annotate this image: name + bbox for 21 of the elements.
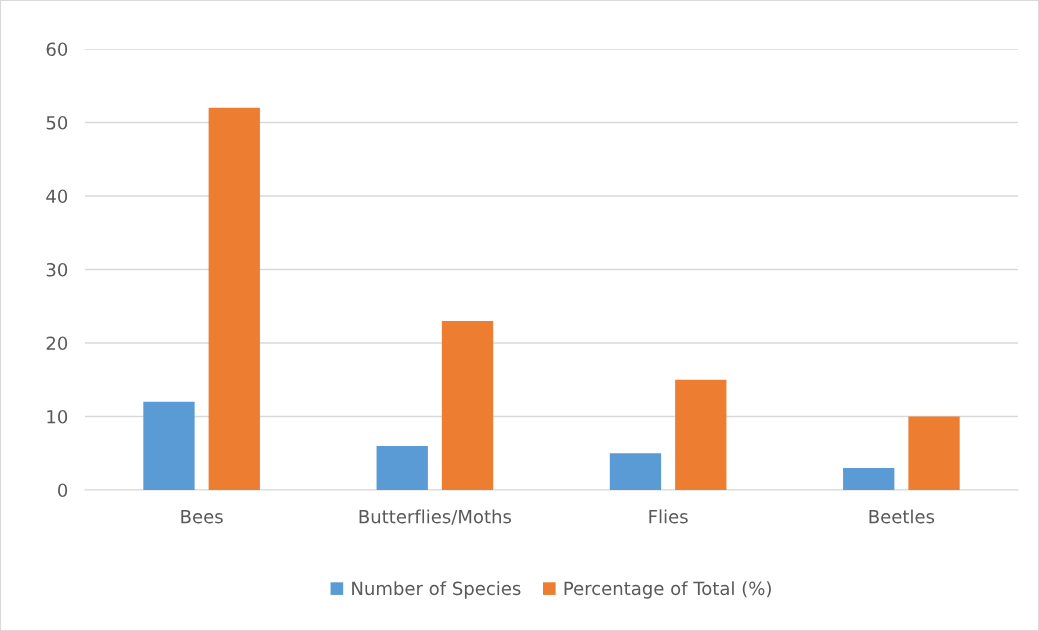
y-tick-label: 30 [46, 262, 68, 277]
y-tick-label: 50 [46, 115, 68, 130]
bar [609, 453, 662, 490]
bar [376, 445, 428, 490]
y-tick-label: 40 [46, 189, 68, 204]
bar [843, 467, 895, 490]
x-tick-label: Butterflies/Moths [359, 509, 512, 525]
legend-label: Number of Species [352, 581, 521, 599]
x-tick-label: Beetles [869, 509, 935, 524]
bar [675, 379, 727, 490]
bar [908, 416, 960, 490]
bar [143, 401, 195, 490]
x-tick-label: Flies [649, 509, 688, 524]
y-tick-label: 60 [46, 42, 68, 57]
legend-label: Percentage of Total (%) [564, 581, 771, 599]
x-tick-label: Bees [181, 510, 223, 524]
bar [208, 107, 260, 490]
y-tick-label: 20 [46, 336, 68, 351]
bar [441, 320, 494, 490]
y-tick-label: 0 [58, 483, 68, 498]
y-tick-label: 10 [47, 409, 68, 424]
